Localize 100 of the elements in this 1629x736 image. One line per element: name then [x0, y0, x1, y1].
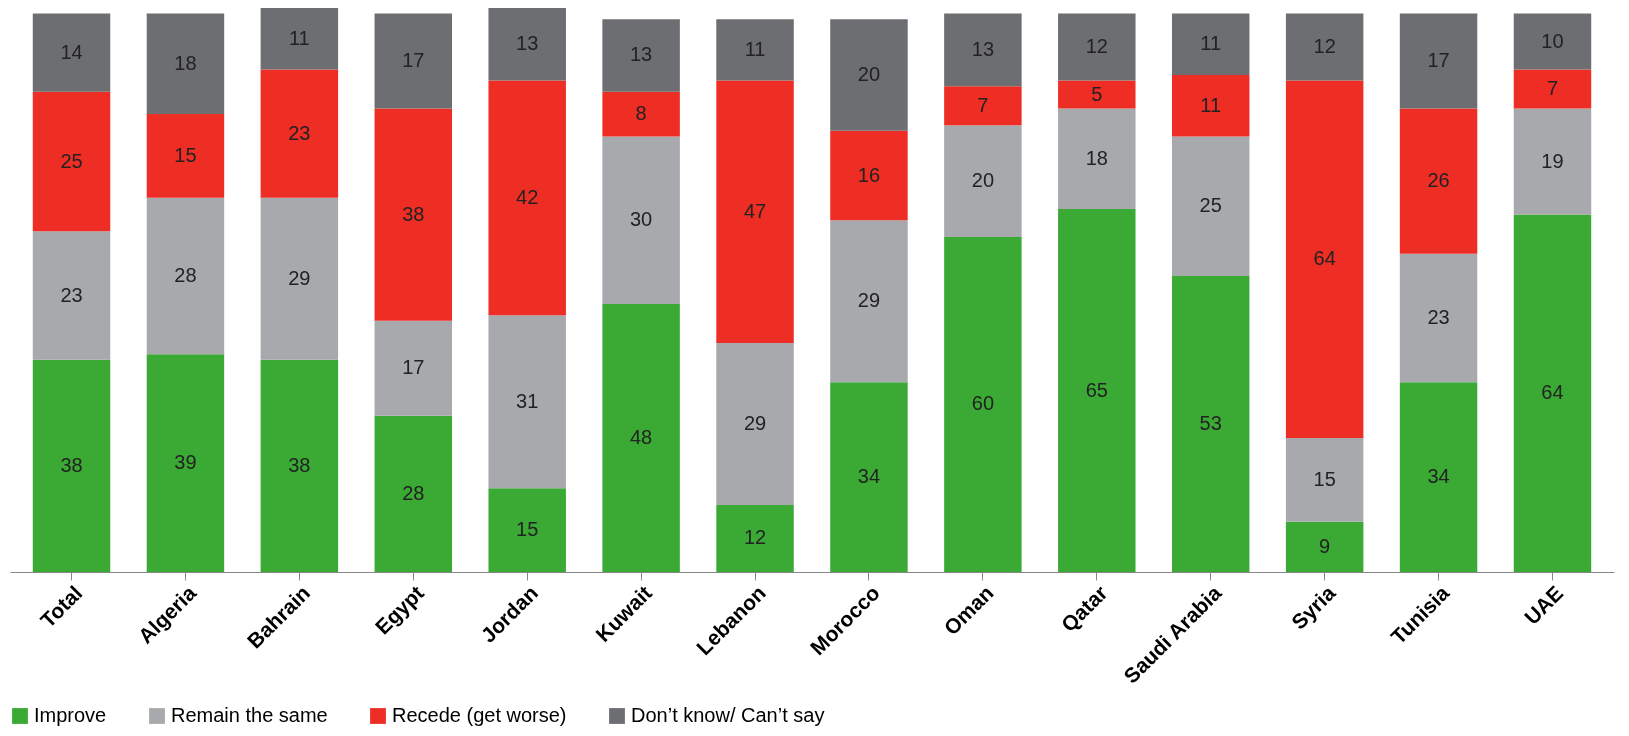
data-label: 38	[288, 453, 311, 476]
bar	[260, 359, 339, 572]
bar	[944, 125, 1022, 237]
data-label: 23	[288, 121, 311, 144]
bar	[716, 504, 794, 572]
data-label: 29	[743, 412, 767, 435]
bar	[1285, 13, 1364, 81]
data-label: 17	[402, 49, 425, 72]
bar	[374, 108, 453, 321]
data-label: 11	[744, 37, 766, 60]
data-label: 29	[288, 266, 311, 289]
data-label: 31	[516, 389, 539, 412]
bar	[1171, 136, 1250, 277]
bar	[1513, 13, 1592, 70]
bar	[830, 19, 908, 131]
bar	[944, 86, 1022, 126]
bar	[488, 315, 566, 489]
data-label: 17	[1427, 49, 1450, 72]
data-label: 7	[977, 93, 989, 116]
legend-label: Improve	[34, 704, 107, 726]
data-label: 23	[1427, 305, 1450, 328]
bar	[260, 197, 339, 360]
data-label: 53	[1199, 412, 1222, 435]
bar	[488, 8, 566, 81]
data-label: 64	[1313, 247, 1336, 270]
bar	[1058, 80, 1136, 109]
bar	[602, 303, 680, 572]
data-label: 28	[174, 264, 197, 287]
data-label: 12	[1085, 35, 1108, 58]
bar	[1171, 276, 1250, 572]
bar	[1171, 75, 1250, 137]
data-label: 15	[174, 143, 197, 166]
data-label: 13	[516, 32, 539, 55]
bar	[1399, 108, 1478, 254]
data-label: 14	[60, 40, 83, 63]
bar	[146, 13, 225, 115]
bar	[488, 488, 566, 572]
bar	[830, 382, 908, 572]
bar	[602, 91, 680, 137]
data-label: 48	[629, 425, 653, 448]
data-label: 19	[1541, 149, 1564, 172]
bar	[32, 359, 111, 572]
bar	[1513, 214, 1592, 572]
data-label: 15	[516, 518, 539, 541]
bar	[1513, 108, 1592, 215]
data-label: 18	[1085, 146, 1108, 169]
bar	[944, 236, 1022, 572]
bar	[1399, 382, 1478, 572]
data-label: 20	[857, 63, 881, 86]
data-label: 11	[1200, 32, 1222, 55]
data-label: 8	[635, 102, 647, 125]
bar	[260, 8, 339, 70]
data-label: 38	[402, 202, 425, 225]
data-label: 25	[60, 149, 83, 172]
bar	[374, 320, 453, 416]
data-label: 23	[60, 283, 83, 306]
data-label: 30	[629, 208, 653, 231]
bar	[1399, 13, 1478, 109]
data-label: 13	[629, 43, 653, 66]
bar	[716, 80, 794, 344]
bar	[1058, 13, 1136, 81]
bar	[488, 80, 566, 316]
legend-label: Don’t know/ Can’t say	[631, 704, 825, 726]
data-label: 17	[402, 356, 425, 379]
bar	[260, 69, 339, 198]
bar	[602, 19, 680, 92]
data-label: 11	[1200, 93, 1222, 116]
data-label: 42	[516, 185, 539, 208]
bar	[944, 13, 1022, 87]
legend-label: Recede (get worse)	[392, 704, 567, 726]
bar	[1171, 13, 1250, 76]
bar	[830, 220, 908, 383]
data-label: 47	[743, 199, 767, 222]
bar	[716, 19, 794, 81]
bar	[374, 13, 453, 109]
bar	[32, 91, 111, 232]
data-label: 20	[971, 169, 995, 192]
bar	[146, 197, 225, 355]
data-label: 9	[1319, 534, 1331, 557]
bar	[1285, 437, 1364, 522]
data-label: 12	[1313, 35, 1336, 58]
data-label: 15	[1313, 467, 1336, 490]
data-label: 60	[971, 392, 995, 415]
data-label: 34	[1427, 465, 1450, 488]
bar	[32, 13, 111, 92]
bar	[32, 231, 111, 360]
data-label: 39	[174, 451, 197, 474]
data-label: 16	[857, 163, 881, 186]
bar	[146, 354, 225, 572]
data-label: 18	[174, 51, 197, 74]
data-label: 12	[743, 526, 767, 549]
bar	[1058, 108, 1136, 210]
data-label: 7	[1546, 76, 1559, 99]
data-label: 28	[402, 481, 425, 504]
data-label: 10	[1541, 29, 1564, 52]
data-label: 25	[1199, 194, 1222, 217]
data-label: 64	[1541, 381, 1564, 404]
data-label: 34	[857, 465, 881, 488]
bar	[374, 415, 453, 572]
data-label: 11	[288, 26, 310, 49]
